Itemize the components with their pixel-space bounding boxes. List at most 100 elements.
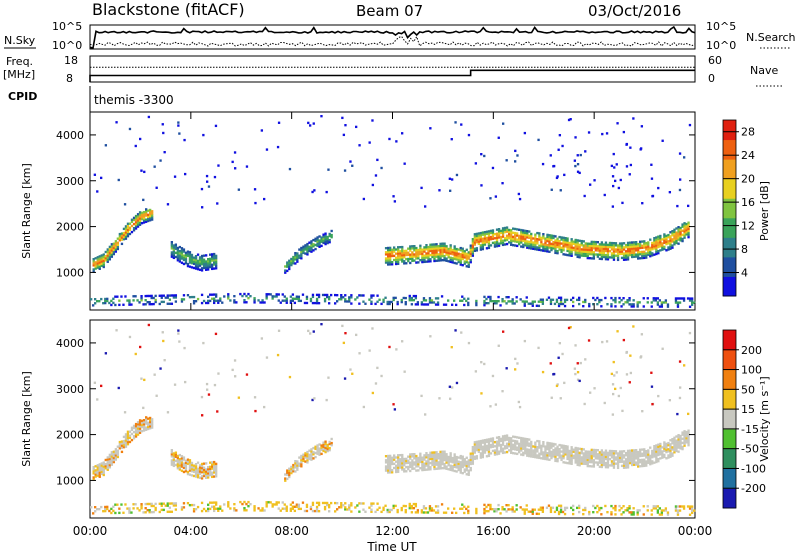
power-cell [415,249,418,252]
power-cell [200,301,204,305]
power-cell [608,241,612,245]
power-cell [645,248,648,251]
velocity-cell [281,507,284,510]
velocity-cell [447,455,450,459]
velocity-cell [449,454,452,457]
power-cell [557,302,561,306]
velocity-cell [128,440,132,444]
power-cell [629,251,632,255]
velocity-cell [184,467,188,471]
power-cell [320,238,323,241]
velocity-cell [176,456,180,460]
power-cell [669,243,672,246]
velocity-cell [536,448,539,451]
velocity-cell [469,466,472,470]
velocity-cell [568,462,571,465]
power-cell [114,242,118,245]
velocity-cell [550,454,553,458]
velocity-cell [616,462,620,465]
velocity-cell [557,504,561,507]
power-cell [600,298,603,302]
velocity-cell [598,451,602,454]
velocity-cell [606,459,610,463]
velocity-cell [614,387,617,391]
velocity-cell [602,459,606,463]
velocity-cell [519,506,522,509]
velocity-cell [192,468,196,471]
power-cell [477,232,481,235]
velocity-cell [237,396,241,399]
velocity-cell [153,373,156,376]
velocity-cell [548,454,551,457]
power-cell [132,222,136,226]
power-cell [479,236,483,239]
power-cell [205,254,208,257]
velocity-cell [102,463,105,466]
velocity-cell [259,509,262,512]
velocity-cell [294,464,297,467]
power-cell [505,296,508,299]
power-cell [503,226,507,230]
power-cell [330,236,333,239]
velocity-cell [567,326,571,330]
velocity-cell [626,509,629,512]
velocity-cell [520,447,523,450]
power-cell [94,263,97,266]
velocity-cell [523,512,526,515]
velocity-cell [162,502,165,505]
power-cell [485,236,489,240]
velocity-cell [550,444,553,447]
power-cell [341,116,344,120]
velocity-cell [401,458,404,461]
power-cell [409,255,412,258]
power-cell [434,303,438,306]
power-cell [93,173,97,176]
power-cell [136,217,140,220]
power-cell [112,246,116,250]
nsearch-tick-top: 10^5 [706,20,736,33]
velocity-cell [207,472,210,475]
power-cell [558,242,561,245]
velocity-cell [397,468,400,471]
velocity-cell [485,505,488,509]
velocity-cell [102,467,105,470]
power-cell [550,236,553,239]
power-cell [566,249,569,253]
velocity-cell [665,457,668,460]
power-cell [546,237,549,241]
power-cell [100,260,103,263]
power-cell [528,242,531,246]
power-cell [209,253,212,256]
power-cell [178,132,181,135]
power-cell [399,258,402,261]
power-cell [389,263,392,266]
power-cell [463,256,466,259]
velocity-cell [592,511,595,514]
velocity-cell [182,466,186,470]
velocity-cell [687,435,690,439]
power-cell [342,133,346,137]
velocity-cell [180,508,184,511]
power-cell [563,304,567,308]
velocity-cell [453,469,456,473]
power-cell [631,245,634,248]
velocity-cell [205,509,208,513]
velocity-cell [660,511,664,514]
power-cell [660,303,664,306]
velocity-cell [389,467,392,470]
velocity-cell [495,448,499,452]
power-cell [564,241,567,244]
power-cell [429,253,432,257]
velocity-cell [420,509,424,512]
velocity-cell [138,427,142,430]
power-cell [170,255,174,258]
power-cell [370,294,373,297]
velocity-cell [213,463,216,466]
velocity-cell [420,394,423,398]
velocity-cell [639,454,642,458]
power-cell [148,294,151,298]
power-cell [388,302,391,306]
power-cell [391,261,394,264]
velocity-cell [475,511,478,515]
power-cell [639,257,642,260]
